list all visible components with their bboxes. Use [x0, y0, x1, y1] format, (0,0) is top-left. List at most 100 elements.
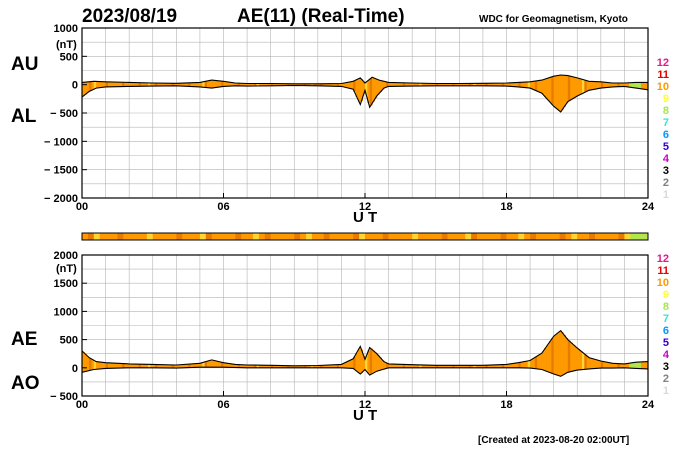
area-segment: [188, 364, 191, 368]
area-segment: [273, 83, 276, 86]
x-tick-label: 00: [76, 399, 88, 411]
area-segment: [416, 83, 420, 87]
area-segment: [320, 365, 323, 368]
area-segment: [596, 81, 599, 89]
color-bar-segment: [87, 233, 95, 240]
area-segment: [501, 83, 505, 87]
area-segment: [626, 363, 630, 368]
area-segment: [452, 365, 456, 368]
area-segment: [381, 80, 385, 90]
area-segment: [254, 83, 257, 86]
area-segment: [91, 81, 95, 90]
area-segment: [471, 83, 474, 86]
y-tick-label: − 1500: [44, 165, 78, 177]
x-tick-label: 24: [642, 201, 655, 213]
ae-ao-x-ticks: 00 06 12 18 24: [76, 391, 655, 411]
area-segment: [110, 81, 114, 87]
area-segment: [221, 81, 224, 87]
area-segment: [327, 365, 331, 368]
area-segment: [275, 83, 279, 86]
legend-station-count: 9: [663, 289, 669, 301]
area-segment: [313, 365, 316, 368]
color-bar-segment: [329, 233, 336, 240]
area-segment: [284, 83, 288, 86]
area-segment: [598, 81, 602, 89]
legend-station-count: 11: [657, 69, 669, 81]
area-segment: [237, 83, 241, 86]
area-segment: [633, 362, 637, 369]
color-bar-segment: [194, 233, 201, 240]
area-segment: [327, 83, 331, 87]
area-segment: [176, 364, 180, 369]
area-segment: [336, 83, 340, 87]
area-segment: [541, 79, 545, 95]
area-segment: [103, 81, 106, 88]
x-tick-label: 12: [359, 201, 371, 213]
area-segment: [232, 364, 236, 368]
area-segment: [159, 83, 163, 86]
area-segment: [537, 355, 540, 370]
area-segment: [303, 365, 307, 368]
area-segment: [310, 365, 314, 368]
area-segment: [492, 364, 496, 368]
series-line-al: [81, 84, 649, 113]
area-segment: [362, 356, 366, 371]
area-segment: [296, 83, 300, 86]
area-segment: [284, 365, 288, 368]
area-segment: [100, 362, 104, 369]
x-tick-label: 00: [76, 201, 88, 213]
area-segment: [265, 365, 269, 368]
area-segment: [86, 81, 90, 93]
al-label: AL: [11, 106, 37, 127]
area-segment: [475, 83, 479, 86]
area-segment: [395, 364, 399, 368]
area-segment: [365, 82, 368, 95]
area-segment: [249, 365, 253, 368]
area-segment: [428, 83, 432, 86]
area-segment: [617, 363, 621, 368]
area-segment: [395, 82, 399, 87]
area-segment: [188, 82, 191, 87]
area-segment: [353, 356, 356, 370]
color-bar-segment: [135, 233, 142, 240]
area-segment: [235, 364, 239, 368]
area-segment: [89, 358, 92, 371]
area-segment: [570, 76, 573, 100]
color-bar-segment: [423, 233, 431, 240]
area-segment: [251, 83, 255, 87]
color-bar-segment: [347, 233, 354, 240]
area-segment: [612, 363, 616, 369]
area-segment: [485, 83, 489, 86]
area-segment: [341, 363, 345, 368]
area-segment: [607, 82, 611, 88]
area-segment: [82, 82, 85, 97]
area-segment: [626, 82, 630, 87]
area-segment: [511, 363, 514, 368]
area-segment: [131, 363, 135, 368]
area-segment: [617, 82, 621, 87]
au-al-unit-label: (nT): [56, 39, 77, 51]
area-segment: [155, 83, 158, 87]
y-tick-label: − 500: [50, 391, 78, 403]
color-bar-segment: [388, 233, 395, 240]
area-segment: [548, 77, 552, 103]
area-segment: [563, 75, 566, 107]
area-segment: [591, 81, 595, 90]
series-line-ae: [81, 329, 649, 367]
area-segment: [402, 82, 406, 87]
area-segment: [386, 363, 389, 369]
area-segment: [530, 359, 533, 369]
y-tick-label: 0: [72, 363, 78, 375]
area-segment: [251, 365, 255, 368]
color-bar-segment: [606, 233, 613, 240]
area-segment: [428, 365, 432, 368]
area-segment: [249, 83, 253, 87]
area-segment: [640, 361, 644, 369]
area-segment: [419, 364, 422, 368]
color-bar-segment: [412, 233, 419, 240]
area-segment: [301, 83, 305, 86]
color-bar-segment: [152, 233, 159, 240]
area-segment: [433, 365, 437, 368]
legend-station-count: 3: [663, 361, 669, 373]
